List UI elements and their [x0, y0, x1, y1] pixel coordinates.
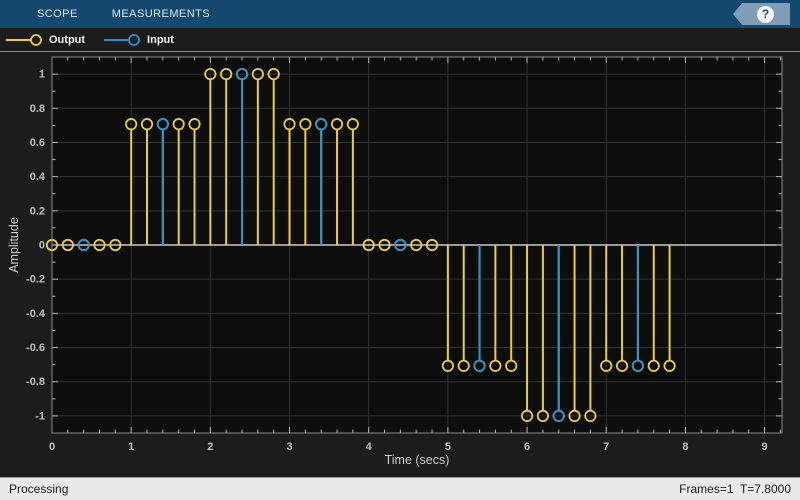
- svg-text:0.6: 0.6: [30, 137, 45, 149]
- legend: Output Input: [0, 28, 800, 52]
- status-text: Processing: [9, 482, 69, 496]
- svg-text:4: 4: [366, 441, 373, 453]
- stem-marker-icon: [6, 33, 42, 46]
- x-axis-title: Time (secs): [384, 453, 450, 467]
- scope-chart: 0 1 2 3 4 5 6 7 8 9 1 0.8 0.6 0.4 0.2 0 -0.2 -0.4 -0.6 -0.8…: [26, 56, 783, 453]
- svg-text:9: 9: [762, 441, 768, 453]
- axes-box: [51, 56, 783, 434]
- svg-text:0: 0: [39, 240, 45, 252]
- legend-item-input[interactable]: Input: [103, 33, 174, 47]
- svg-text:7: 7: [603, 441, 609, 453]
- svg-text:1: 1: [128, 441, 134, 453]
- tick-labels: 0 1 2 3 4 5 6 7 8 9 1 0.8 0.6 0.4 0.2 0 -0.2 -0.4 -0.6 -0.8…: [26, 69, 768, 453]
- frames-time-readout: Frames=1 T=7.8000: [679, 482, 791, 496]
- stem-series-input: [77, 67, 645, 423]
- legend-item-output[interactable]: Output: [5, 33, 85, 47]
- tab-scope[interactable]: SCOPE: [37, 8, 78, 20]
- svg-text:-0.4: -0.4: [26, 308, 46, 320]
- svg-text:0.4: 0.4: [30, 171, 46, 183]
- svg-text:-0.8: -0.8: [26, 376, 45, 388]
- svg-text:8: 8: [682, 441, 688, 453]
- svg-text:0.8: 0.8: [30, 103, 45, 115]
- svg-text:5: 5: [445, 441, 451, 453]
- help-icon: ?: [757, 5, 774, 23]
- legend-label: Input: [147, 33, 174, 46]
- svg-text:-0.6: -0.6: [26, 342, 45, 354]
- svg-text:0: 0: [49, 441, 55, 453]
- svg-text:2: 2: [207, 441, 213, 453]
- svg-text:6: 6: [524, 441, 530, 453]
- toolbar: SCOPE MEASUREMENTS ?: [0, 0, 800, 28]
- svg-text:-0.2: -0.2: [26, 274, 45, 286]
- svg-text:0.2: 0.2: [30, 205, 45, 217]
- legend-label: Output: [49, 33, 86, 46]
- svg-text:-1: -1: [35, 410, 45, 422]
- y-axis-title: Amplitude: [7, 217, 21, 273]
- tab-measurements[interactable]: MEASUREMENTS: [111, 8, 211, 20]
- svg-text:1: 1: [39, 69, 45, 81]
- stem-marker-icon: [104, 33, 140, 46]
- help-button[interactable]: ?: [733, 3, 790, 25]
- svg-text:3: 3: [286, 441, 292, 453]
- status-bar: Processing Frames=1 T=7.8000: [0, 477, 800, 500]
- plot-panel: 0 1 2 3 4 5 6 7 8 9 1 0.8 0.6 0.4 0.2 0 -0.2 -0.4 -0.6 -0.8…: [0, 52, 800, 477]
